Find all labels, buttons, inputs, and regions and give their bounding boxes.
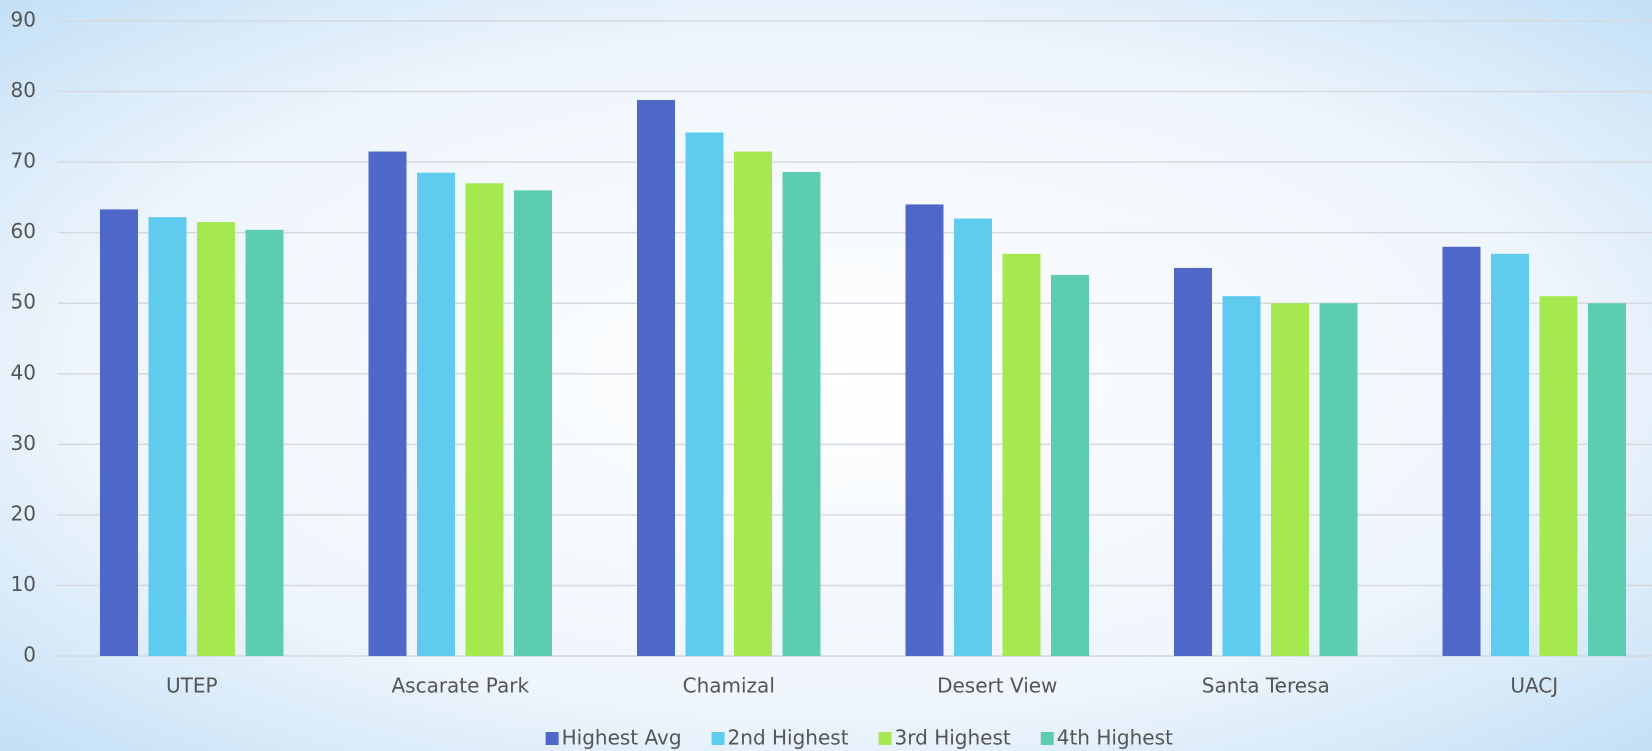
bar	[1491, 253, 1529, 657]
x-tick-label: UTEP	[166, 674, 218, 698]
y-tick-label: 90	[11, 8, 36, 32]
bar	[465, 183, 504, 656]
legend-label: Highest Avg	[562, 726, 682, 750]
y-tick-label: 30	[11, 431, 36, 455]
legend-swatch	[878, 732, 892, 745]
bar	[734, 151, 772, 656]
bar	[1588, 303, 1626, 656]
bar	[245, 229, 284, 656]
bar	[197, 222, 235, 657]
legend-label: 2nd Highest	[728, 726, 849, 750]
bar	[417, 172, 455, 656]
bar	[637, 100, 675, 657]
x-tick-label: Chamizal	[683, 674, 775, 698]
y-tick-label: 50	[11, 290, 36, 314]
bar	[905, 204, 944, 656]
y-tick-label: 20	[11, 501, 36, 525]
bar	[100, 209, 138, 656]
bar	[685, 132, 724, 656]
bar	[148, 217, 187, 656]
legend-label: 3rd Highest	[895, 726, 1011, 750]
bar	[1271, 303, 1309, 656]
bar	[1539, 296, 1578, 656]
bar	[514, 190, 552, 657]
bar	[1174, 267, 1212, 656]
bar	[1051, 275, 1089, 656]
y-tick-label: 70	[11, 149, 36, 173]
bar	[368, 151, 407, 656]
bar	[782, 171, 821, 656]
legend-swatch	[545, 732, 559, 745]
legend-swatch	[711, 732, 725, 745]
y-tick-label: 10	[11, 572, 36, 596]
bar	[1222, 296, 1261, 656]
y-tick-label: 0	[23, 643, 36, 667]
y-tick-label: 80	[11, 78, 36, 102]
bar	[954, 218, 992, 657]
x-tick-label: Santa Teresa	[1202, 674, 1330, 698]
y-tick-label: 60	[11, 219, 36, 243]
bar	[1002, 253, 1041, 657]
x-tick-label: Desert View	[937, 674, 1057, 698]
x-tick-label: UACJ	[1510, 674, 1558, 698]
bar	[1442, 246, 1481, 656]
x-tick-label: Ascarate Park	[391, 674, 529, 698]
legend-label: 4th Highest	[1057, 726, 1173, 750]
bar	[1319, 303, 1358, 656]
y-tick-label: 40	[11, 360, 36, 384]
legend-swatch	[1040, 732, 1054, 745]
